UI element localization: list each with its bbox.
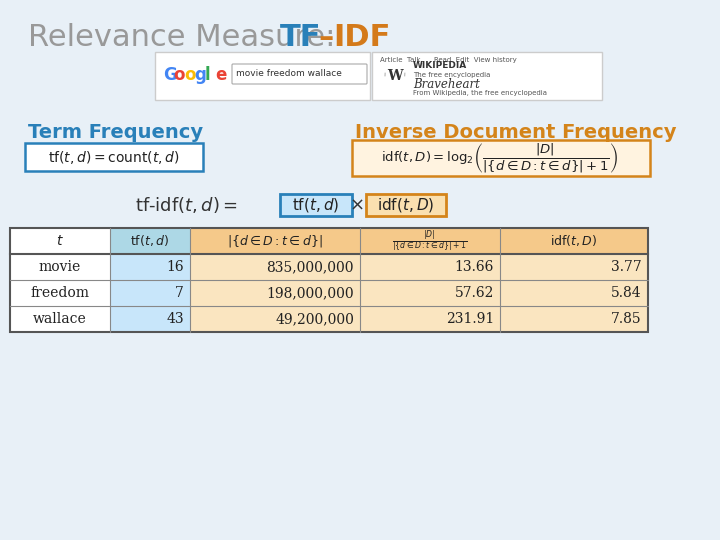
FancyBboxPatch shape	[366, 194, 446, 216]
Text: movie: movie	[39, 260, 81, 274]
Text: $\frac{|D|}{|\{d{\in}D:t{\in}d\}|+1}$: $\frac{|D|}{|\{d{\in}D:t{\in}d\}|+1}$	[392, 228, 468, 254]
FancyBboxPatch shape	[372, 52, 602, 100]
Text: 49,200,000: 49,200,000	[275, 312, 354, 326]
Text: Term Frequency: Term Frequency	[28, 123, 203, 141]
FancyBboxPatch shape	[25, 143, 203, 171]
Text: Inverse Document Frequency: Inverse Document Frequency	[355, 123, 677, 141]
Text: 7: 7	[175, 286, 184, 300]
Text: 16: 16	[166, 260, 184, 274]
Text: 3.77: 3.77	[611, 260, 642, 274]
Bar	[190, 280, 648, 306]
Text: $\mathrm{tf\text{-}idf}(t, d) = $: $\mathrm{tf\text{-}idf}(t, d) = $	[135, 195, 238, 215]
Bar	[190, 228, 648, 254]
Bar	[10, 254, 110, 280]
Text: $\mathrm{idf}(t,D)$: $\mathrm{idf}(t,D)$	[550, 233, 598, 248]
FancyBboxPatch shape	[155, 52, 370, 100]
Text: $\mathrm{tf}(t, d)$: $\mathrm{tf}(t, d)$	[292, 196, 340, 214]
Circle shape	[381, 62, 409, 90]
Text: Braveheart: Braveheart	[413, 78, 480, 91]
Text: g: g	[194, 66, 207, 84]
FancyBboxPatch shape	[280, 194, 352, 216]
Text: –: –	[318, 24, 333, 52]
Text: o: o	[174, 66, 185, 84]
Bar	[10, 228, 648, 332]
Bar	[110, 306, 190, 332]
Bar	[190, 254, 648, 280]
Text: G: G	[163, 66, 176, 84]
Bar	[190, 306, 648, 332]
Text: 57.62: 57.62	[454, 286, 494, 300]
Bar	[10, 228, 110, 254]
Text: IDF: IDF	[333, 24, 390, 52]
Text: e: e	[215, 66, 227, 84]
Text: 835,000,000: 835,000,000	[266, 260, 354, 274]
Text: o: o	[184, 66, 196, 84]
FancyBboxPatch shape	[352, 140, 650, 176]
Text: WIKIPEDIA: WIKIPEDIA	[413, 62, 467, 71]
Text: wallace: wallace	[33, 312, 87, 326]
Text: l: l	[205, 66, 211, 84]
Text: $\mathrm{tf}(t, d) = \mathrm{count}(t, d)$: $\mathrm{tf}(t, d) = \mathrm{count}(t, d…	[48, 148, 180, 165]
FancyBboxPatch shape	[232, 64, 367, 84]
Text: Relevance Measure:: Relevance Measure:	[28, 24, 345, 52]
Text: From Wikipedia, the free encyclopedia: From Wikipedia, the free encyclopedia	[413, 90, 547, 96]
Text: W: W	[387, 69, 402, 83]
Text: 198,000,000: 198,000,000	[266, 286, 354, 300]
Text: movie freedom wallace: movie freedom wallace	[236, 70, 342, 78]
Bar	[110, 254, 190, 280]
Text: $\mathrm{idf}(t, D)$: $\mathrm{idf}(t, D)$	[377, 196, 435, 214]
Bar	[10, 280, 110, 306]
Text: $t$: $t$	[56, 234, 64, 248]
Text: 5.84: 5.84	[611, 286, 642, 300]
Text: 231.91: 231.91	[446, 312, 494, 326]
Bar	[10, 306, 110, 332]
Text: Article  Talk      Read  Edit  View history: Article Talk Read Edit View history	[380, 57, 517, 63]
Text: $\mathrm{idf}(t,D) = \log_2\!\left(\dfrac{|D|}{|\{d{\in}D:t{\in}d\}|+1}\right)$: $\mathrm{idf}(t,D) = \log_2\!\left(\dfra…	[382, 141, 618, 175]
Text: 7.85: 7.85	[611, 312, 642, 326]
Text: $\times$: $\times$	[348, 196, 364, 214]
Text: $|\{d \in D : t \in d\}|$: $|\{d \in D : t \in d\}|$	[227, 233, 323, 249]
Text: The free encyclopedia: The free encyclopedia	[413, 72, 490, 78]
Bar	[110, 280, 190, 306]
Text: freedom: freedom	[30, 286, 89, 300]
Bar	[110, 228, 190, 254]
Text: TF: TF	[280, 24, 322, 52]
Text: 43: 43	[166, 312, 184, 326]
Text: 13.66: 13.66	[454, 260, 494, 274]
Text: $\mathrm{tf}(t,d)$: $\mathrm{tf}(t,d)$	[130, 233, 170, 248]
